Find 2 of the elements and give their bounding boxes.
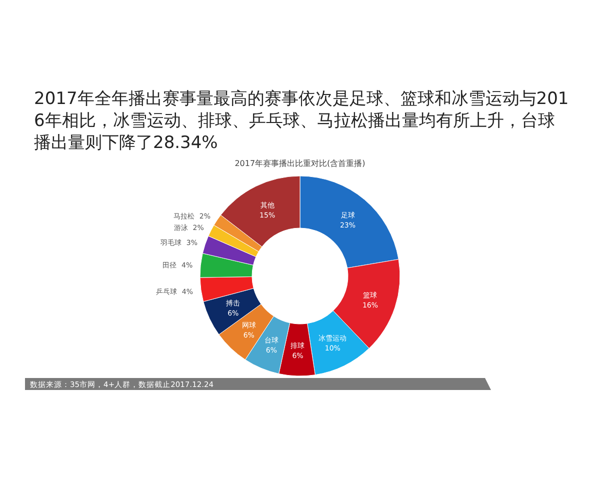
chart-subtitle: 2017年赛事播出比重对比(含首重播) bbox=[234, 159, 366, 168]
chart-title: 2017年全年播出赛事量最高的赛事依次是足球、篮球和冰雪运动与2016年相比，冰雪运动、排球、乒乓球、马拉松播出量均有所上升，台球播出量则下降了28.34% bbox=[34, 89, 569, 153]
